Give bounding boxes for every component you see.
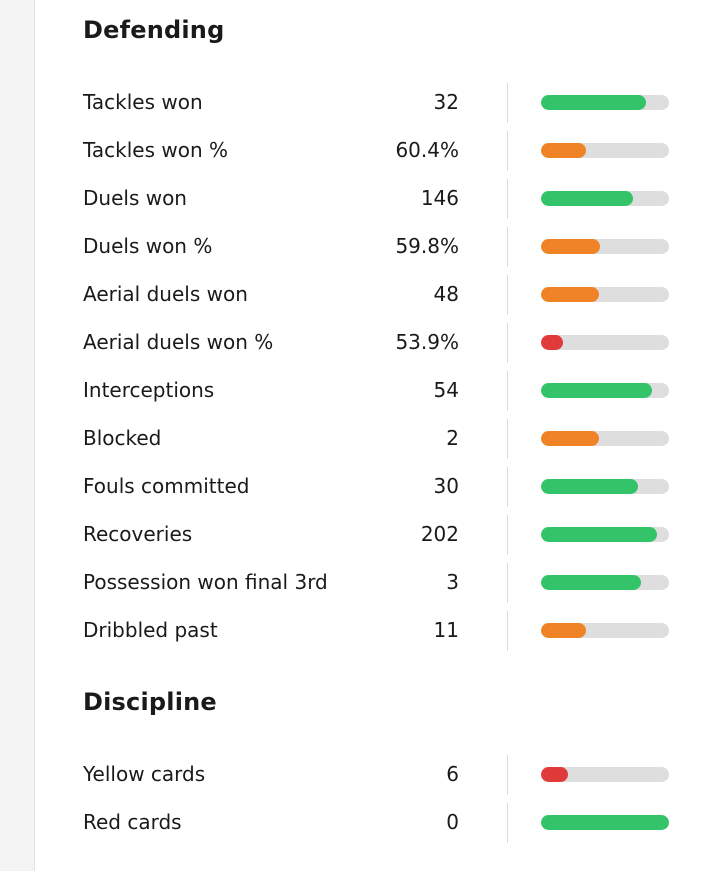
section-title-discipline: Discipline (83, 688, 217, 716)
stat-label: Possession won final 3rd (83, 570, 328, 594)
stat-value: 48 (433, 282, 459, 306)
stat-label: Aerial duels won % (83, 330, 274, 354)
stat-row: Duels won % 59.8% (35, 223, 724, 271)
stat-label: Tackles won % (83, 138, 229, 162)
stat-label: Dribbled past (83, 618, 218, 642)
stat-value: 30 (433, 474, 459, 498)
row-divider (507, 131, 508, 171)
stat-label: Blocked (83, 426, 162, 450)
stat-row: Interceptions 54 (35, 367, 724, 415)
percentile-bar-fill (541, 143, 586, 158)
percentile-bar-track (541, 143, 669, 158)
stat-row: Duels won 146 (35, 175, 724, 223)
stat-value: 0 (446, 810, 459, 834)
row-divider (507, 419, 508, 459)
stat-label: Yellow cards (83, 762, 206, 786)
stats-card: Defending Tackles won 32 Tackles won % 60.4… (34, 0, 724, 871)
percentile-bar-track (541, 191, 669, 206)
row-divider (507, 323, 508, 363)
row-divider (507, 563, 508, 603)
stat-label: Tackles won (83, 90, 203, 114)
stat-value: 60.4% (395, 138, 459, 162)
stat-value: 11 (433, 618, 459, 642)
stat-value: 3 (446, 570, 459, 594)
stat-row: Recoveries 202 (35, 511, 724, 559)
stat-row: Red cards 0 (35, 799, 724, 847)
stat-value: 54 (433, 378, 459, 402)
row-divider (507, 179, 508, 219)
percentile-bar-track (541, 479, 669, 494)
stat-value: 59.8% (395, 234, 459, 258)
row-divider (507, 515, 508, 555)
stat-label: Aerial duels won (83, 282, 248, 306)
percentile-bar-fill (541, 383, 652, 398)
stat-row: Dribbled past 11 (35, 607, 724, 655)
stat-value: 53.9% (395, 330, 459, 354)
row-divider (507, 611, 508, 651)
percentile-bar-fill (541, 335, 563, 350)
stat-row: Aerial duels won % 53.9% (35, 319, 724, 367)
percentile-bar-track (541, 335, 669, 350)
percentile-bar-track (541, 527, 669, 542)
percentile-bar-track (541, 623, 669, 638)
stat-row: Possession won final 3rd 3 (35, 559, 724, 607)
percentile-bar-track (541, 95, 669, 110)
percentile-bar-track (541, 815, 669, 830)
stat-label: Red cards (83, 810, 182, 834)
stat-label: Recoveries (83, 522, 193, 546)
percentile-bar-fill (541, 239, 600, 254)
percentile-bar-track (541, 575, 669, 590)
row-divider (507, 371, 508, 411)
stat-row: Yellow cards 6 (35, 751, 724, 799)
stat-row: Aerial duels won 48 (35, 271, 724, 319)
stat-label: Duels won % (83, 234, 213, 258)
percentile-bar-track (541, 239, 669, 254)
percentile-bar-track (541, 287, 669, 302)
stat-row: Tackles won 32 (35, 79, 724, 127)
stat-value: 6 (446, 762, 459, 786)
section-title-defending: Defending (83, 16, 225, 44)
percentile-bar-fill (541, 287, 599, 302)
row-divider (507, 755, 508, 795)
row-divider (507, 83, 508, 123)
stat-label: Interceptions (83, 378, 215, 402)
percentile-bar-fill (541, 575, 641, 590)
percentile-bar-fill (541, 767, 568, 782)
stat-row: Fouls committed 30 (35, 463, 724, 511)
stat-label: Duels won (83, 186, 187, 210)
row-divider (507, 467, 508, 507)
percentile-bar-fill (541, 431, 599, 446)
percentile-bar-track (541, 383, 669, 398)
stat-value: 32 (433, 90, 459, 114)
stat-row: Tackles won % 60.4% (35, 127, 724, 175)
row-divider (507, 275, 508, 315)
stat-label: Fouls committed (83, 474, 250, 498)
row-divider (507, 803, 508, 843)
stat-value: 146 (420, 186, 459, 210)
percentile-bar-track (541, 767, 669, 782)
row-divider (507, 227, 508, 267)
percentile-bar-fill (541, 479, 638, 494)
percentile-bar-fill (541, 623, 586, 638)
percentile-bar-fill (541, 191, 633, 206)
percentile-bar-fill (541, 527, 657, 542)
percentile-bar-track (541, 431, 669, 446)
stat-row: Blocked 2 (35, 415, 724, 463)
stat-value: 2 (446, 426, 459, 450)
percentile-bar-fill (541, 815, 669, 830)
stat-value: 202 (420, 522, 459, 546)
percentile-bar-fill (541, 95, 646, 110)
